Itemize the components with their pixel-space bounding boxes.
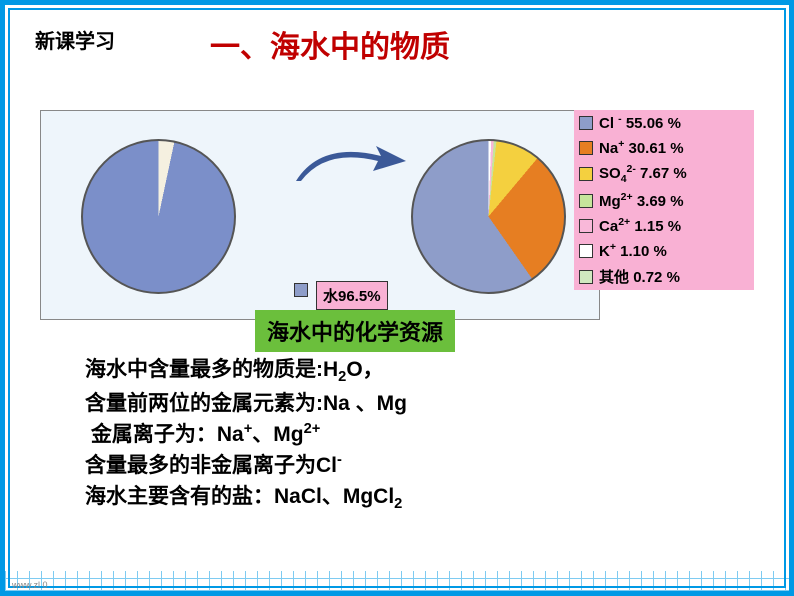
- ion-text: Ca2+ 1.15 %: [599, 216, 681, 235]
- ion-row: 其他 0.72 %: [574, 263, 754, 290]
- ion-text: SO42- 7.67 %: [599, 163, 687, 185]
- ion-text: K+ 1.10 %: [599, 241, 667, 260]
- ion-text: Mg2+ 3.69 %: [599, 191, 684, 210]
- ion-row: Mg2+ 3.69 %: [574, 188, 754, 213]
- slide-content: 新课学习 一、海水中的物质 水96.5% 溶解的盐分3.5 % Cl - 55.…: [10, 10, 784, 586]
- legend-square-water: [294, 283, 308, 297]
- bullet-list: 海水中含量最多的物质是:H2O， 含量前两位的金属元素为:Na 、Mg 金属离子…: [85, 355, 744, 515]
- ion-row: Na+ 30.61 %: [574, 135, 754, 160]
- ion-color-swatch: [579, 116, 593, 130]
- ion-text: 其他 0.72 %: [599, 266, 680, 287]
- ion-row: Ca2+ 1.15 %: [574, 213, 754, 238]
- ion-color-swatch: [579, 194, 593, 208]
- ion-color-swatch: [579, 219, 593, 233]
- ion-color-swatch: [579, 141, 593, 155]
- page-title: 一、海水中的物质: [210, 22, 450, 66]
- ion-color-swatch: [579, 270, 593, 284]
- ion-text: Na+ 30.61 %: [599, 138, 684, 157]
- bullet-line: 含量最多的非金属离子为Cl-: [85, 450, 744, 481]
- right-pie-chart: [411, 139, 566, 294]
- bullet-line: 海水主要含有的盐：NaCl、MgCl2: [85, 482, 744, 516]
- left-pie-chart: [81, 139, 236, 294]
- ion-row: K+ 1.10 %: [574, 238, 754, 263]
- watermark: www.zl 0: [12, 580, 48, 590]
- arrow-icon: [291, 136, 411, 186]
- ion-row: SO42- 7.67 %: [574, 160, 754, 188]
- ion-color-swatch: [579, 167, 593, 181]
- ion-row: Cl - 55.06 %: [574, 110, 754, 135]
- bullet-line: 海水中含量最多的物质是:H2O，: [85, 355, 744, 389]
- ion-legend-panel: Cl - 55.06 % Na+ 30.61 % SO42- 7.67 % Mg…: [574, 110, 754, 290]
- bullet-line: 金属离子为：Na+、Mg2+: [85, 419, 744, 450]
- bullet-line: 含量前两位的金属元素为:Na 、Mg: [85, 389, 744, 419]
- ion-text: Cl - 55.06 %: [599, 113, 681, 132]
- banner-label: 海水中的化学资源: [255, 310, 455, 352]
- chart-area: 水96.5% 溶解的盐分3.5 %: [40, 110, 600, 320]
- water-label: 水96.5%: [316, 281, 388, 310]
- ion-color-swatch: [579, 244, 593, 258]
